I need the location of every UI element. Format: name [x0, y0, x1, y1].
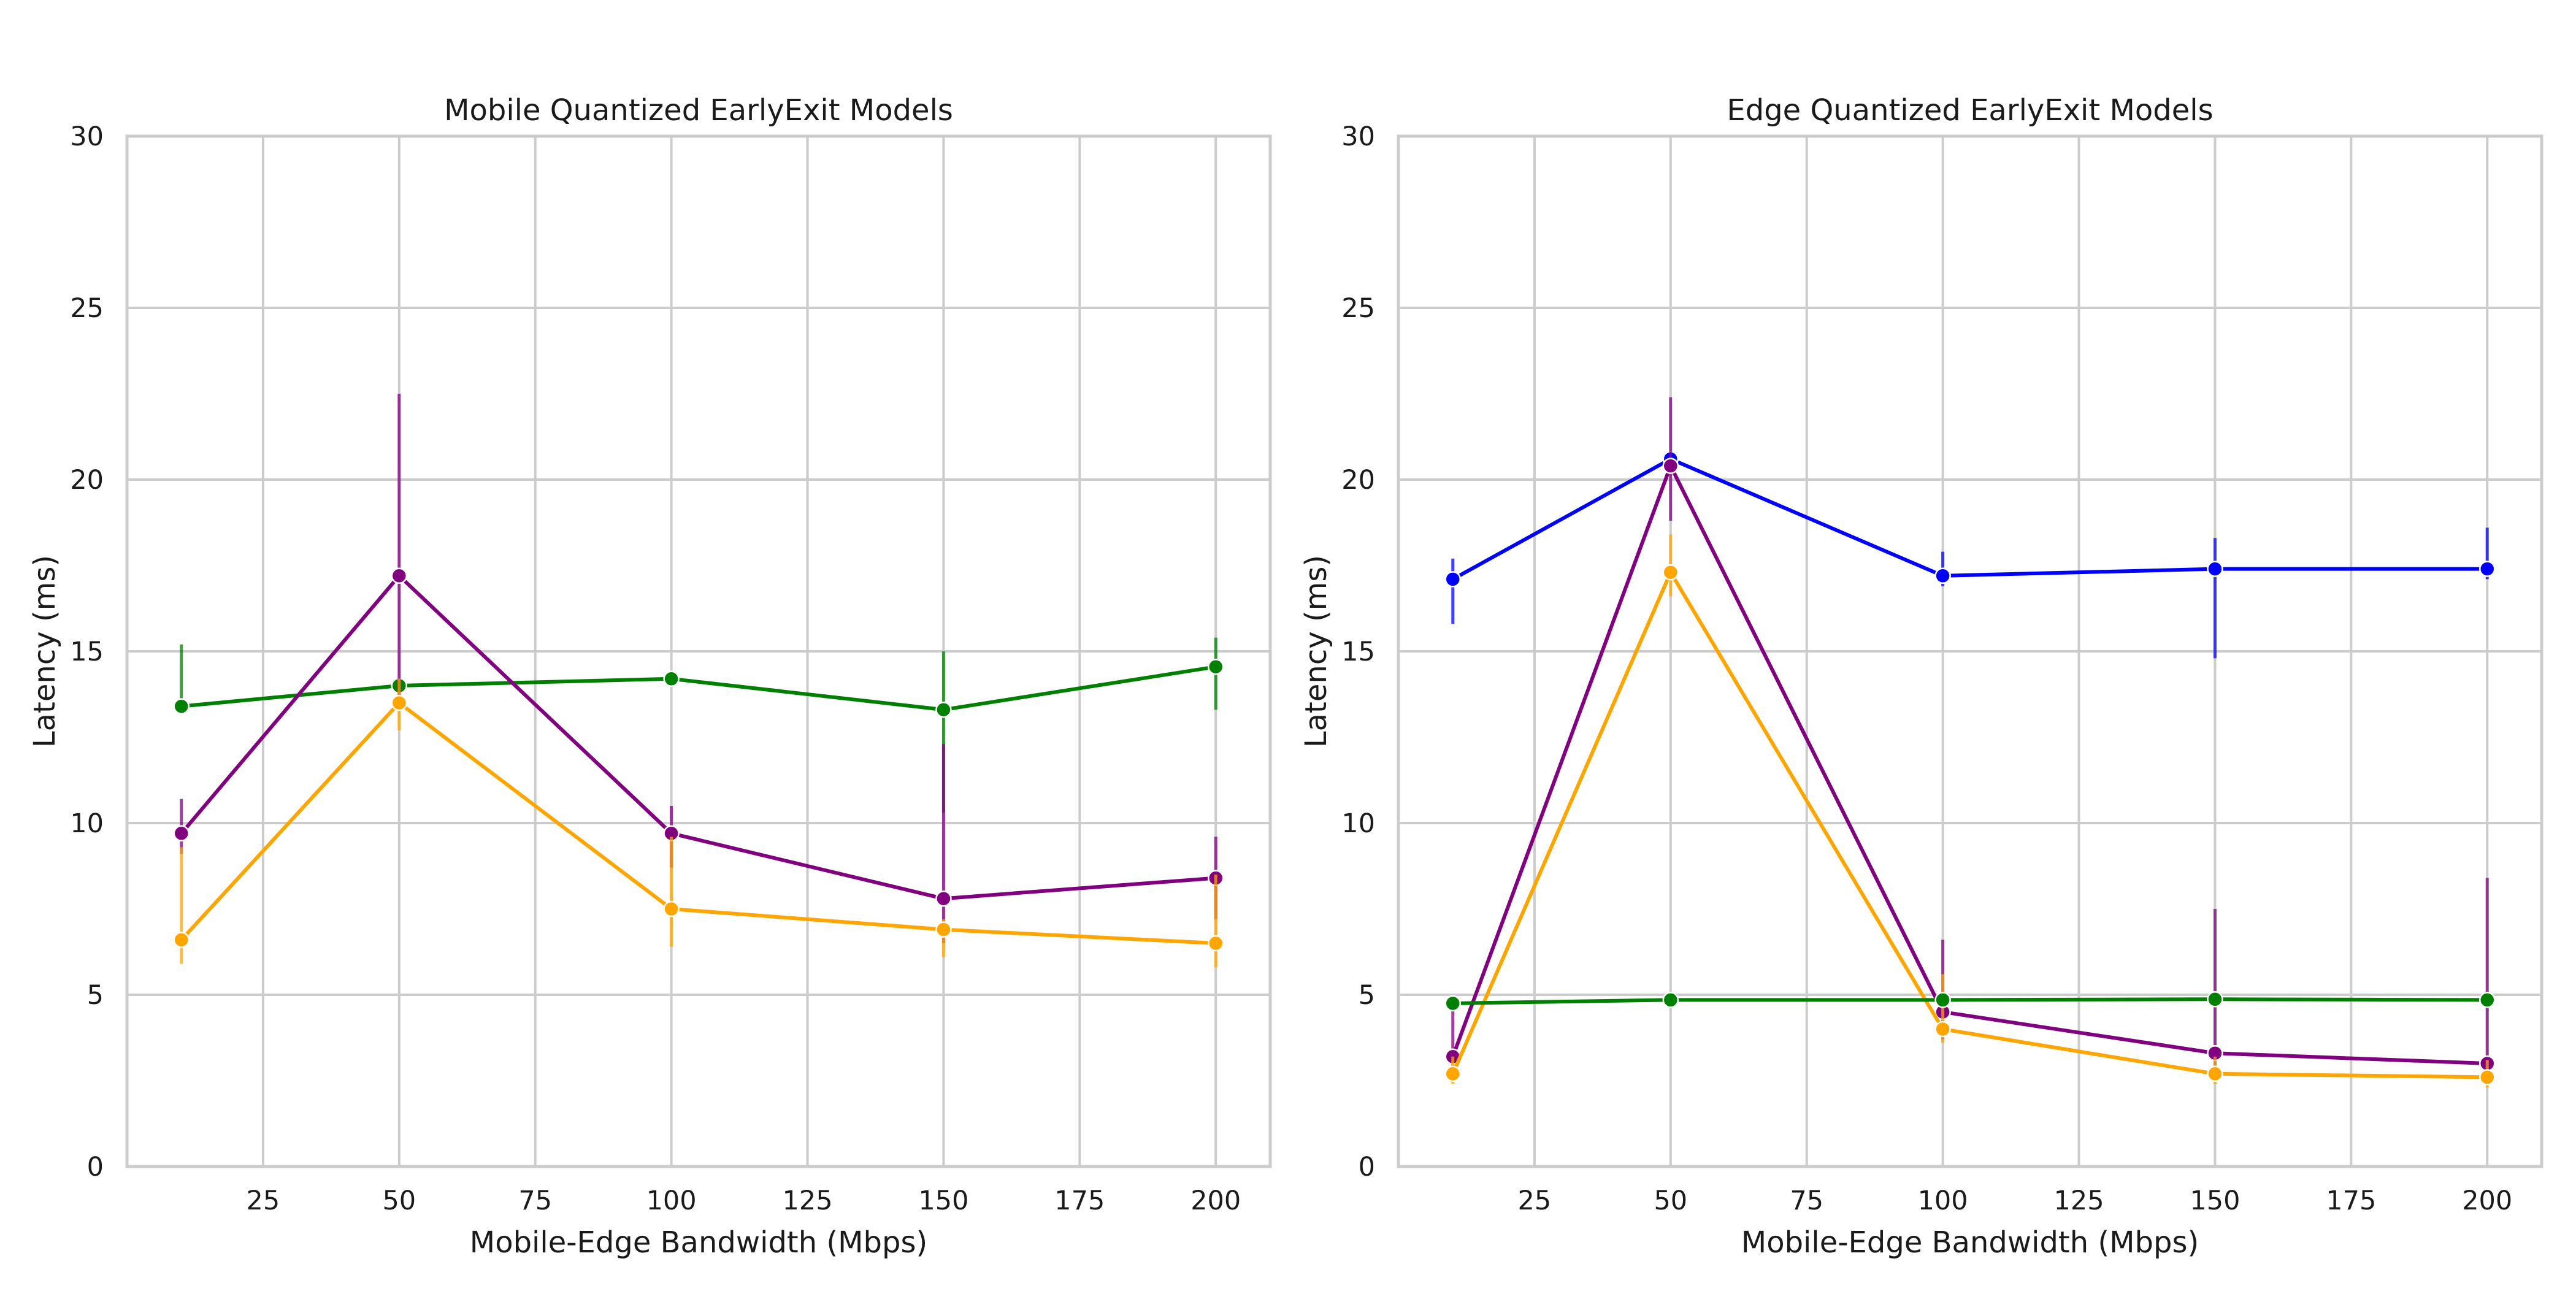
data-point [2478, 992, 2496, 1008]
y-tick-label: 20 [1341, 465, 1375, 496]
series-1 [173, 637, 1224, 813]
x-tick-label: 125 [2053, 1186, 2104, 1216]
y-tick-label: 25 [70, 293, 104, 324]
y-tick-label: 25 [1341, 293, 1375, 324]
data-point [1662, 458, 1679, 474]
data-point [935, 921, 952, 938]
x-tick-label: 100 [646, 1186, 697, 1216]
data-point [663, 900, 680, 917]
data-point [391, 567, 408, 584]
series-2 [1444, 397, 2496, 1084]
data-point [1934, 567, 1951, 584]
data-point [935, 701, 952, 718]
data-point [2207, 561, 2223, 577]
data-point [173, 825, 190, 842]
x-axis-label: Mobile-Edge Bandwidth (Mbps) [470, 1225, 927, 1260]
y-tick-label: 30 [1341, 121, 1375, 152]
x-tick-label: 25 [247, 1186, 280, 1216]
y-tick-label: 0 [87, 1152, 104, 1182]
chart-panel-2: 25 50 75 100 125 150 175 200 0 5 10 15 20 25 30 Edge Qu… [1299, 93, 2543, 1260]
data-point [1444, 1065, 1462, 1082]
data-point [935, 890, 952, 907]
data-point [1444, 571, 1462, 588]
plot-frame [1397, 134, 2543, 1168]
series-line [1452, 457, 2488, 581]
series-line [181, 665, 1216, 712]
chart-title: Edge Quantized EarlyExit Models [1727, 93, 2213, 128]
y-tick-label: 10 [1341, 808, 1375, 839]
x-tick-label: 175 [2326, 1186, 2376, 1216]
y-tick-label: 5 [87, 980, 104, 1011]
x-tick-label: 175 [1054, 1186, 1105, 1216]
data-point [1934, 992, 1951, 1008]
x-tick-label: 50 [382, 1186, 416, 1216]
series-3 [1444, 534, 2496, 1088]
y-axis-label: Latency (ms) [1299, 555, 1333, 748]
x-axis-label: Mobile-Edge Bandwidth (Mbps) [1741, 1225, 2199, 1260]
series-line [180, 573, 1216, 901]
y-tick-label: 5 [1359, 980, 1375, 1011]
series-line [1452, 997, 2488, 1005]
x-tick-label: 150 [918, 1186, 968, 1216]
chart-panel-1: 25 50 75 100 125 150 175 200 0 5 10 15 20 25 30 Mobile … [28, 93, 1272, 1260]
data-point [1662, 992, 1679, 1008]
x-tick-label: 200 [2462, 1186, 2512, 1216]
y-axis-label: Latency (ms) [28, 555, 62, 748]
y-tick-label: 15 [70, 637, 104, 667]
x-tick-label: 125 [782, 1186, 832, 1216]
series-3 [173, 678, 1224, 968]
x-tick-label: 75 [1790, 1186, 1823, 1216]
chart-title: Mobile Quantized EarlyExit Models [444, 93, 953, 128]
x-tick-label: 150 [2190, 1186, 2240, 1216]
data-point [173, 932, 190, 948]
data-point [173, 698, 190, 714]
y-tick-label: 30 [70, 121, 104, 152]
data-point [1207, 658, 1224, 675]
series-2 [173, 394, 1224, 943]
x-tick-label: 25 [1518, 1186, 1552, 1216]
data-point [2207, 1065, 2223, 1082]
data-point [2478, 1069, 2496, 1086]
x-tick-label: 200 [1190, 1186, 1241, 1216]
data-point [663, 670, 680, 688]
data-point [2207, 991, 2223, 1008]
x-tick-label: 50 [1654, 1186, 1687, 1216]
data-point [391, 694, 408, 711]
data-point [1444, 995, 1462, 1012]
plot-frame [125, 134, 1272, 1168]
data-point [1662, 564, 1679, 581]
data-point [1934, 1021, 1951, 1038]
y-tick-label: 10 [70, 808, 104, 839]
y-tick-label: 0 [1359, 1152, 1375, 1182]
x-tick-label: 100 [1918, 1186, 1968, 1216]
series-line [1451, 464, 2488, 1065]
data-point [1207, 935, 1224, 952]
x-tick-label: 75 [518, 1186, 552, 1216]
y-tick-label: 20 [70, 465, 104, 496]
y-tick-label: 15 [1341, 637, 1375, 667]
series-4 [1444, 991, 2496, 1012]
series-1 [1444, 451, 2496, 659]
data-point [2478, 561, 2496, 577]
